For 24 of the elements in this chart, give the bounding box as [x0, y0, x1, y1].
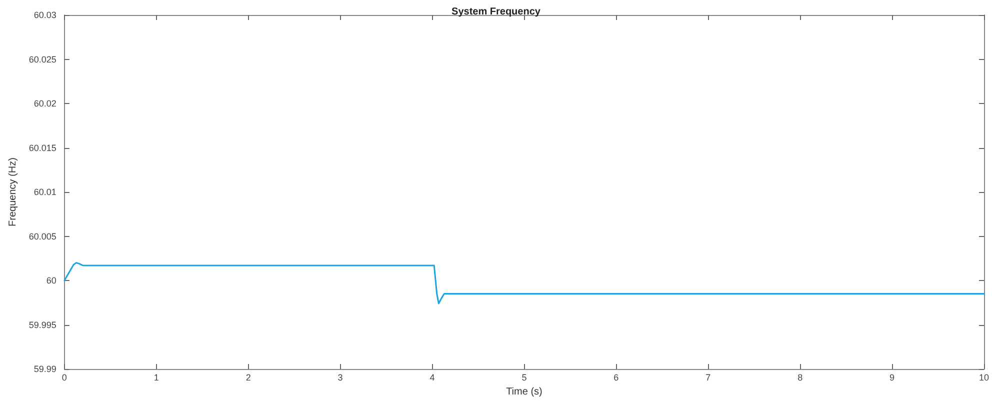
y-tick-label: 60.03 [34, 10, 56, 20]
line-series [64, 262, 985, 304]
x-tick-label: 10 [978, 372, 989, 382]
x-tick-label: 0 [62, 372, 67, 382]
y-tick-label: 60.02 [34, 98, 56, 108]
y-tick-label: 60 [46, 276, 56, 286]
y-tick-label: 60.01 [34, 187, 56, 197]
chart-title: System Frequency [452, 6, 541, 18]
x-tick-label: 9 [890, 372, 895, 382]
x-tick-label: 3 [338, 372, 343, 382]
x-tick-label: 7 [706, 372, 711, 382]
y-axis-title: Frequency (Hz) [8, 158, 18, 226]
x-tick-label: 6 [614, 372, 619, 382]
y-tick-label: 59.99 [34, 364, 56, 374]
x-tick-label: 4 [430, 372, 435, 382]
x-axis-title: Time (s) [506, 386, 542, 398]
y-tick-label: 60.005 [28, 231, 56, 242]
y-tick-label: 60.015 [28, 142, 56, 153]
x-tick-label: 2 [246, 372, 251, 382]
x-tick-label: 1 [154, 372, 159, 382]
x-tick-label: 5 [522, 372, 527, 382]
x-tick-label: 8 [798, 372, 803, 382]
y-tick-label: 59.995 [28, 320, 56, 330]
y-tick-label: 60.025 [28, 54, 56, 64]
